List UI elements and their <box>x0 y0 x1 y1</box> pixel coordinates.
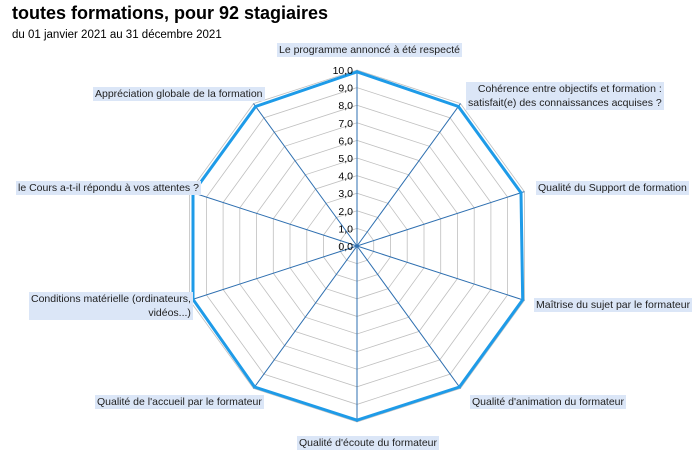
axis-label-maitrise: Maîtrise du sujet par le formateur <box>534 298 693 312</box>
axis-spoke <box>253 245 358 389</box>
axis-label-conditions: Conditions matérielle (ordinateurs, vidé… <box>29 292 193 320</box>
radar-tick-labels: 0,0 1,0 2,0 3,0 4,0 5,0 6,0 7,0 8,0 9,0 10,0 <box>333 65 354 253</box>
axis-label-conditions-line1: Conditions matérielle (ordinateurs, <box>31 293 191 305</box>
axis-label-attentes: le Cours a-t-il répondu à vos attentes ? <box>16 181 201 195</box>
axis-spoke <box>356 245 525 301</box>
chart-subtitle: du 01 janvier 2021 au 31 décembre 2021 <box>12 29 222 41</box>
axis-label-conditions-line2: vidéos...) <box>148 307 191 319</box>
tick-label: 6,0 <box>338 135 353 147</box>
axis-label-ecoute: Qualité d'écoute du formateur <box>297 436 440 450</box>
tick-label: 1,0 <box>338 223 353 235</box>
tick-label: 7,0 <box>338 118 353 130</box>
axis-label-programme: Le programme annoncé à été respecté <box>277 43 462 57</box>
chart-title: toutes formations, pour 92 stagiaires <box>12 3 329 23</box>
tick-label: 3,0 <box>338 188 353 200</box>
tick-label: 10,0 <box>333 65 354 77</box>
axis-label-accueil: Qualité de l'accueil par le formateur <box>95 395 264 409</box>
tick-label: 5,0 <box>338 153 353 165</box>
tick-label: 2,0 <box>338 206 353 218</box>
axis-label-support: Qualité du Support de formation <box>536 181 689 195</box>
radar-axes <box>189 70 525 422</box>
axis-spoke <box>253 103 358 247</box>
axis-spoke <box>356 245 461 389</box>
axis-label-coherence: Cohérence entre objectifs et formation :… <box>466 82 664 110</box>
axis-label-animation: Qualité d'animation du formateur <box>470 395 627 409</box>
tick-label: 0,0 <box>338 241 353 253</box>
axis-label-appreciation: Appréciation globale de la formation <box>93 87 265 101</box>
axis-spoke <box>356 191 525 247</box>
tick-label: 4,0 <box>338 171 353 183</box>
tick-label: 8,0 <box>338 100 353 112</box>
axis-label-coherence-line1: Cohérence entre objectifs et formation : <box>477 83 662 95</box>
axis-spoke <box>189 191 358 247</box>
axis-label-coherence-line2: satisfait(e) des connaissances acquises … <box>468 97 662 109</box>
tick-label: 9,0 <box>338 83 353 95</box>
axis-spoke <box>356 103 461 247</box>
axis-spoke <box>189 245 358 301</box>
